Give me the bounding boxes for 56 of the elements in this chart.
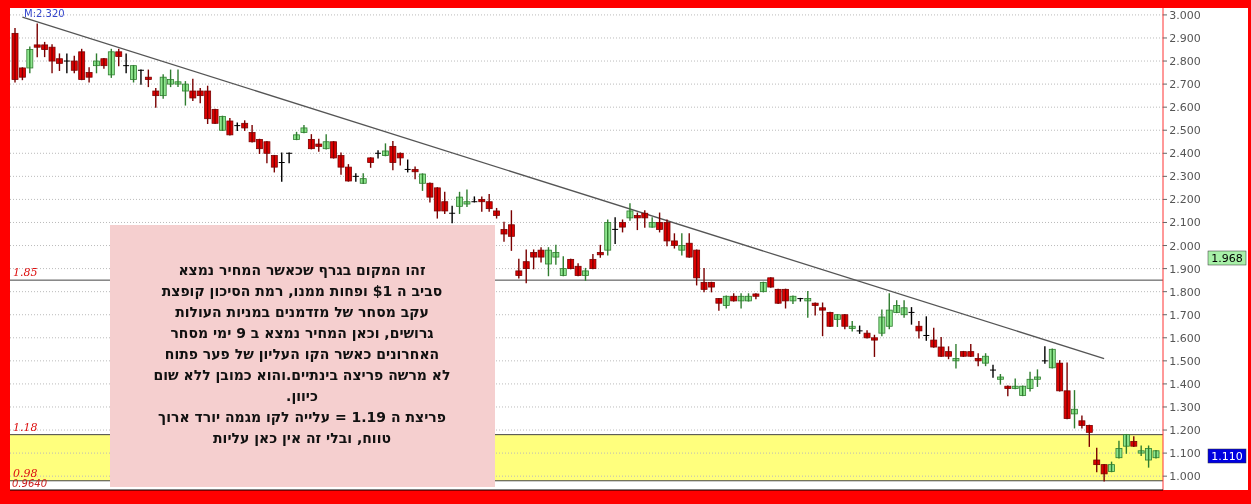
y-tick-label: 2.000 <box>1169 239 1201 253</box>
ref-line-label: 1.85 <box>13 266 38 280</box>
y-tick-label: 2.800 <box>1169 55 1201 69</box>
y-tick-label: 2.900 <box>1169 31 1201 45</box>
candlestick <box>974 353 982 367</box>
candlestick <box>559 256 567 277</box>
y-tick-label: 2.500 <box>1169 124 1201 138</box>
candlestick <box>915 320 923 339</box>
candlestick <box>1071 390 1078 429</box>
text: 1.110 <box>1211 450 1243 463</box>
candlestick <box>730 293 738 302</box>
candlestick <box>752 293 760 300</box>
y-tick-label: 1.200 <box>1169 424 1201 438</box>
y-tick-label: 2.300 <box>1169 170 1201 184</box>
candlestick <box>626 203 634 221</box>
y-tick-label: 2.600 <box>1169 101 1201 115</box>
candlestick <box>152 88 160 108</box>
y-tick-label: 1.900 <box>1169 262 1201 276</box>
y-tick-label: 2.100 <box>1169 216 1201 230</box>
candlestick <box>1122 433 1130 454</box>
text: זהו המקום בגרף שכאשר המחיר נמצא סביב ה $1 ופחות ממנו, רמת הסיכון קופצת עקב מסחר של מזדמנים במניות העולות גרושים, וכאן המחיר נמצא ב 9 ימי מסחר האחרונים כאשר הקו העליון של פער פתוח לא מרשה פריצה בינתיים.והוא כמובן ללא שום כיוון. פריצת ה 1.19 = עלייה לקו מגמה יורד ארוך טווח, ובלי זה אין כאן עליות <box>153 262 451 446</box>
candlestick <box>1048 348 1056 369</box>
candlestick <box>989 364 997 378</box>
annotation: M:2.320 <box>24 8 65 19</box>
ref-line-label: 0.98 <box>13 466 38 480</box>
candlestick <box>826 311 834 327</box>
candlestick <box>411 166 419 180</box>
text: 1.968 <box>1211 252 1243 265</box>
candlestick <box>604 219 612 256</box>
y-tick-label: 2.200 <box>1169 193 1201 207</box>
candlestick <box>107 48 115 78</box>
annotation: 0.9640 <box>12 478 47 489</box>
ref-line-label: 1.18 <box>13 420 38 434</box>
candlestick <box>789 295 797 304</box>
y-tick-label: 1.500 <box>1169 354 1201 368</box>
candlestick <box>522 249 530 284</box>
y-tick-label: 1.700 <box>1169 308 1201 322</box>
y-tick-label: 1.600 <box>1169 331 1201 345</box>
y-tick-label: 2.700 <box>1169 78 1201 92</box>
candlestick <box>952 344 960 369</box>
candlestick <box>715 297 723 311</box>
y-tick-label: 3.000 <box>1169 8 1201 22</box>
y-tick-label: 1.000 <box>1169 470 1201 484</box>
candlestick <box>819 302 826 337</box>
candlestick <box>300 124 308 134</box>
candlestick <box>63 53 71 74</box>
y-tick-label: 2.400 <box>1169 147 1201 161</box>
candlestick <box>804 290 812 318</box>
y-tick-label: 1.300 <box>1169 400 1201 414</box>
y-tick-label: 1.400 <box>1169 377 1201 391</box>
candlestick <box>226 118 234 136</box>
candlestick <box>93 53 100 74</box>
candlestick <box>100 58 108 69</box>
y-tick-label: 1.100 <box>1169 447 1201 461</box>
candlestick <box>1041 346 1049 364</box>
y-tick-label: 1.800 <box>1169 285 1201 299</box>
